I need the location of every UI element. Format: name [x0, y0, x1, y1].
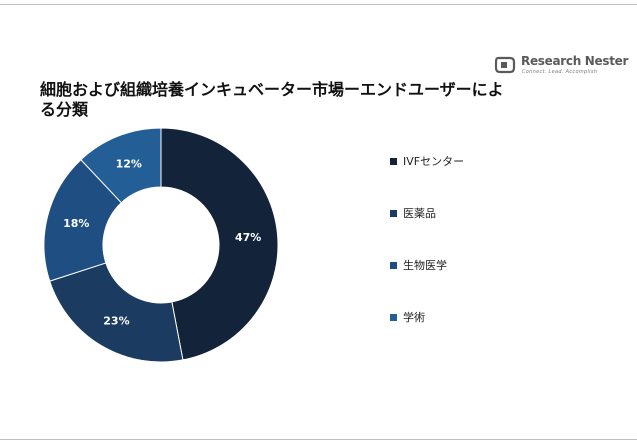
- donut-slice-2: [49, 262, 184, 363]
- legend-label: 医薬品: [403, 207, 436, 220]
- chart-title: 細胞および組織培養インキュベーター市場ーエンドユーザーによる分類: [40, 80, 504, 119]
- legend-swatch: [390, 314, 397, 321]
- legend-label: IVFセンター: [403, 155, 465, 168]
- donut-slice-1: [160, 127, 279, 361]
- top-divider: [0, 4, 637, 5]
- slice-value-label: 12%: [116, 158, 142, 171]
- legend-swatch: [390, 158, 397, 165]
- research-nester-logo: Research Nester Connect. Lead. Accomplis…: [494, 53, 628, 79]
- legend-label: 生物医学: [403, 259, 447, 272]
- legend-swatch: [390, 262, 397, 269]
- slice-value-label: 18%: [63, 217, 89, 230]
- donut-chart: 47% 23% 18% 12%: [43, 127, 279, 363]
- logo-icon: [494, 56, 516, 74]
- logo-name: Research Nester: [521, 54, 629, 68]
- donut-slice-4: [80, 127, 162, 204]
- legend-label: 学術: [403, 311, 425, 324]
- legend-swatch: [390, 210, 397, 217]
- slice-value-label: 47%: [235, 231, 261, 244]
- slice-value-label: 23%: [103, 314, 129, 327]
- bottom-divider: [0, 439, 637, 440]
- logo-tagline: Connect. Lead. Accomplish: [522, 69, 598, 75]
